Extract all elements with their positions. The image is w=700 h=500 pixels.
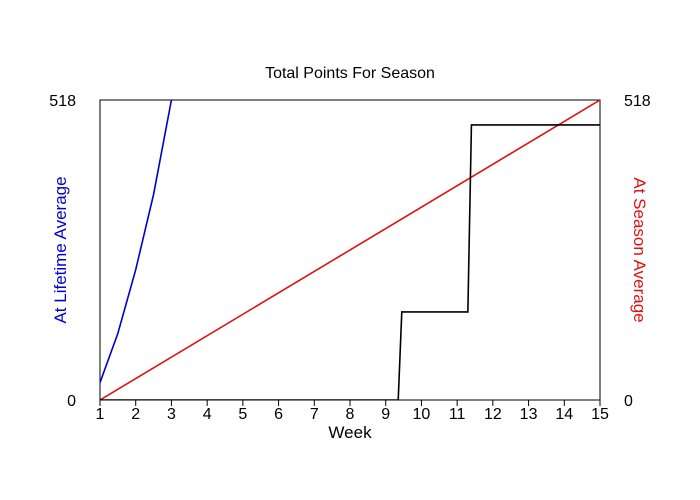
x-tick-label: 14 xyxy=(555,406,573,423)
y-tick-label-right: 0 xyxy=(624,393,633,410)
x-tick-label: 3 xyxy=(167,406,176,423)
x-tick-label: 6 xyxy=(274,406,283,423)
y-tick-label-left: 518 xyxy=(49,93,76,110)
x-tick-label: 5 xyxy=(238,406,247,423)
x-ticks: 1 2 3 4 5 6 7 8 9 10 11 12 13 14 15 xyxy=(96,400,609,423)
y-tick-label-left: 0 xyxy=(67,393,76,410)
x-tick-label: 9 xyxy=(381,406,390,423)
x-tick-label: 10 xyxy=(413,406,431,423)
x-tick-label: 11 xyxy=(449,406,466,423)
x-axis-label: Week xyxy=(328,423,372,442)
x-tick-label: 13 xyxy=(520,406,538,423)
y-axis-label-left: At Lifetime Average xyxy=(51,176,70,323)
series-layer xyxy=(100,100,600,400)
x-tick-label: 15 xyxy=(591,406,609,423)
x-tick-label: 8 xyxy=(346,406,355,423)
chart-title: Total Points For Season xyxy=(265,65,435,82)
x-tick-label: 4 xyxy=(203,406,212,423)
y-axis-label-right: At Season Average xyxy=(630,177,649,322)
series-line-3 xyxy=(100,124,600,400)
x-tick-label: 12 xyxy=(484,406,502,423)
series-line-1 xyxy=(100,100,173,383)
y-ticks: 0 518 0 518 xyxy=(49,93,651,410)
x-tick-label: 7 xyxy=(310,406,319,423)
y-tick-label-right: 518 xyxy=(624,93,651,110)
x-tick-label: 2 xyxy=(131,406,140,423)
x-tick-label: 1 xyxy=(96,406,105,423)
series-line-2 xyxy=(100,100,600,400)
